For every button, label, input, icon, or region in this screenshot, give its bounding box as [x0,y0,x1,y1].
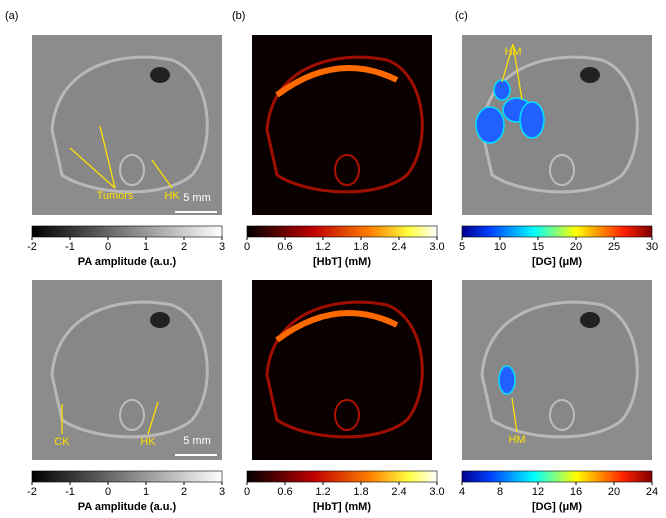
panel-label: (a) [5,10,18,22]
annotation: HM [504,46,521,58]
dg-region [476,107,504,143]
panel-label: (c) [455,10,468,22]
scale-bar-label: 5 mm [183,435,211,447]
image-background [252,280,432,460]
annotation: HM [508,434,525,446]
colorbar-tick-label: 0.6 [277,486,292,498]
colorbar [32,471,222,482]
colorbar-tick-label: 0 [105,486,111,498]
colorbar-tick-label: 20 [570,241,582,253]
colorbar [462,471,652,482]
figure: (a)(b)(c)TumorsHK5 mm-2-10123PA amplitud… [0,0,666,513]
colorbar-tick-label: 2 [181,241,187,253]
scale-bar-label: 5 mm [183,192,211,204]
colorbar-tick-label: 3 [219,241,225,253]
colorbar-tick-label: 8 [497,486,503,498]
colorbar-label: [HbT] (mM) [313,256,371,268]
colorbar-tick-label: 1.8 [353,486,368,498]
colorbar-tick-label: 0 [105,241,111,253]
colorbar-label: PA amplitude (a.u.) [78,256,177,268]
annotation: HK [164,190,180,202]
colorbar-tick-label: -2 [27,486,37,498]
colorbar-tick-label: 1 [143,486,149,498]
colorbar-tick-label: 2.4 [391,241,406,253]
colorbar-tick-label: 1.2 [315,241,330,253]
colorbar-tick-label: -1 [65,486,75,498]
colorbar-tick-label: 25 [608,241,620,253]
colorbar-tick-label: 1.8 [353,241,368,253]
colorbar-tick-label: 0 [244,486,250,498]
colorbar-tick-label: 12 [532,486,544,498]
colorbar-tick-label: 4 [459,486,465,498]
colorbar-tick-label: 10 [494,241,506,253]
dark-feature [580,312,600,328]
colorbar-tick-label: 1 [143,241,149,253]
colorbar-tick-label: 3 [219,486,225,498]
colorbar-tick-label: 5 [459,241,465,253]
colorbar-tick-label: 24 [646,486,658,498]
colorbar-tick-label: 3.0 [429,241,444,253]
colorbar-tick-label: 30 [646,241,658,253]
colorbar-tick-label: 2 [181,486,187,498]
colorbar-tick-label: 20 [608,486,620,498]
colorbar-tick-label: 1.2 [315,486,330,498]
colorbar-tick-label: -1 [65,241,75,253]
panel-label: (b) [232,10,245,22]
annotation: Tumors [97,190,134,202]
colorbar-label: [HbT] (mM) [313,501,371,513]
dark-feature [150,312,170,328]
annotation: HK [140,436,156,448]
colorbar-tick-label: 0 [244,241,250,253]
colorbar-label: [DG] (μM) [532,501,582,513]
colorbar [247,226,437,237]
colorbar-label: [DG] (μM) [532,256,582,268]
dark-feature [150,67,170,83]
annotation: CK [54,436,70,448]
colorbar-tick-label: 2.4 [391,486,406,498]
colorbar [32,226,222,237]
colorbar-label: PA amplitude (a.u.) [78,501,177,513]
colorbar-tick-label: 16 [570,486,582,498]
dg-region [494,80,510,100]
image-background [252,35,432,215]
dg-region [520,102,544,138]
dark-feature [580,67,600,83]
colorbar-tick-label: 15 [532,241,544,253]
colorbar-tick-label: -2 [27,241,37,253]
dg-region [499,366,515,394]
colorbar [462,226,652,237]
colorbar [247,471,437,482]
colorbar-tick-label: 3.0 [429,486,444,498]
colorbar-tick-label: 0.6 [277,241,292,253]
